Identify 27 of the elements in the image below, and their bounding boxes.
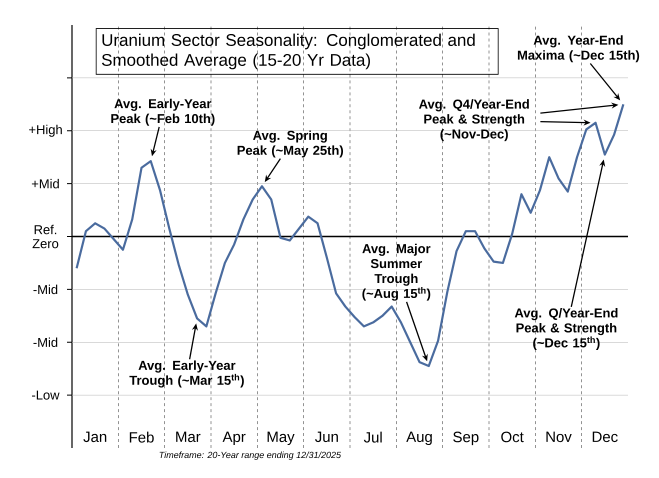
annotation: Avg. Q/Year-End Peak & Strength (~Dec 15$^{th}$)	[514, 308, 618, 350]
x-tick-label: Apr	[222, 432, 246, 446]
x-tick-label: Oct	[501, 432, 524, 442]
x-tick-label: Nov	[546, 432, 572, 442]
x-tick-label: Jun	[315, 432, 338, 442]
x-tick-label: Feb	[130, 432, 154, 443]
x-tick-label: Sep	[453, 432, 478, 446]
text: Timeframe: 20-Year range ending 12/31/2025	[160, 452, 342, 460]
x-tick-label: Mar	[176, 432, 200, 442]
ref-line-label: -Low	[32, 390, 60, 400]
ref-line-label: +High	[29, 124, 62, 137]
annotation: Avg. Spring Peak (~May 25th)	[238, 130, 344, 158]
x-tick-label: May	[268, 432, 295, 446]
x-tick-label: Dec	[592, 432, 618, 442]
ref-line-label: Ref. Zero	[32, 224, 58, 248]
ref-line-label: -Mid	[33, 284, 58, 294]
ref-line-label: +Mid	[32, 178, 59, 188]
annotation: Avg. Major Summer Trough (~Aug 15$^{th}$)	[362, 244, 430, 301]
x-tick-label: Jul	[364, 432, 382, 443]
ref-line-label: -Mid	[33, 337, 58, 348]
text: Avg. Year-End Maxima (~Dec 15th)	[518, 35, 640, 62]
chart-title: Uranium Sector Seasonality: Conglomerated and Smoothed Average (15-20 Yr Data)	[102, 34, 475, 70]
annotation: Avg. Early-Year Peak (~Feb 10th)	[111, 98, 215, 126]
x-tick-label: Jan	[83, 432, 106, 442]
annotation: Avg. Early-Year Trough (~Mar 15$^{th}$)	[129, 360, 244, 388]
annotation: Avg. Q4/Year-End Peak & Strength (~Nov-Dec)	[418, 99, 529, 142]
x-tick-label: Aug	[406, 432, 432, 446]
